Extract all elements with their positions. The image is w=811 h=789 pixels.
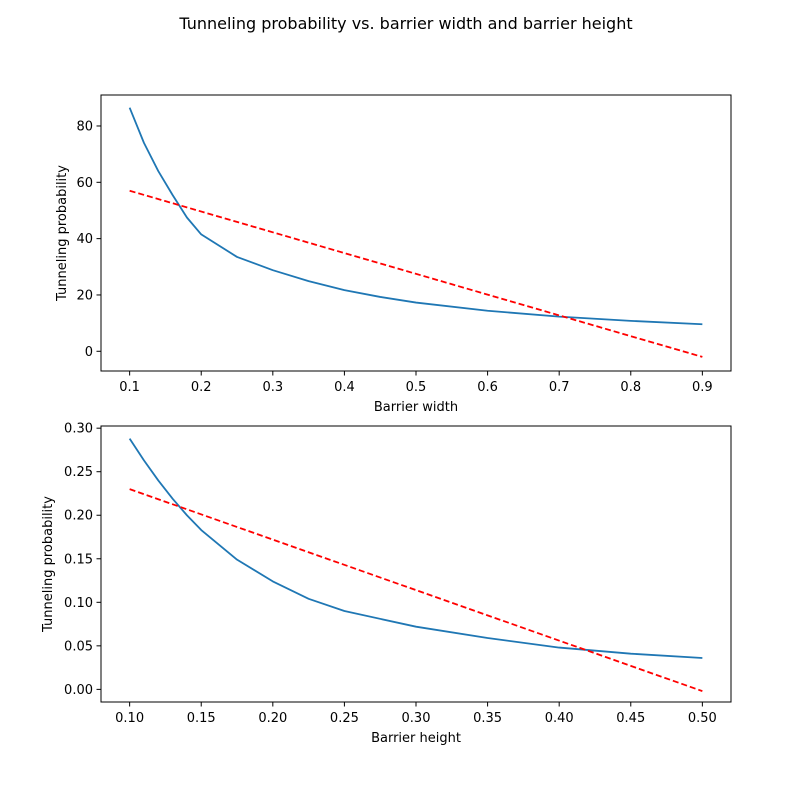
x-tick-label: 0.35 (473, 711, 502, 726)
plot-frame (100, 425, 732, 703)
y-tick-label: 0.00 (64, 683, 93, 698)
y-tick-label: 0.30 (64, 422, 93, 437)
y-tick-label: 0.20 (64, 509, 93, 524)
y-tick-label: 80 (76, 119, 93, 134)
x-tick-label: 0.7 (549, 380, 570, 395)
x-tick-label: 0.20 (258, 711, 287, 726)
x-axis-label: Barrier height (371, 731, 461, 746)
x-tick-label: 0.15 (187, 711, 216, 726)
x-tick-label: 0.2 (191, 380, 212, 395)
x-tick-label: 0.8 (620, 380, 641, 395)
y-tick-label: 0.05 (64, 639, 93, 654)
y-tick-label: 40 (76, 232, 93, 247)
fit-line-1 (129, 189, 703, 358)
y-tick-label: 20 (76, 288, 93, 303)
x-tick-label: 0.30 (402, 711, 431, 726)
x-tick-label: 0.45 (616, 711, 645, 726)
x-tick-label: 0.4 (334, 380, 355, 395)
chart-panel-1: 0.1 0.2 0.3 0.4 0.5 0.6 0.7 0.8 0.9 0 20 40 60 80 Barr… (55, 94, 732, 415)
y-tick-label: 60 (76, 176, 93, 191)
x-tick-label: 0.50 (688, 711, 717, 726)
series-group (128, 107, 703, 358)
data-line-1 (128, 107, 703, 326)
data-line-2 (128, 438, 703, 659)
x-tick-label: 0.40 (545, 711, 574, 726)
y-tick-label: 0.10 (64, 596, 93, 611)
x-tick-label: 0.1 (119, 380, 140, 395)
figure-title: Tunneling probability vs. barrier width … (178, 14, 632, 33)
x-tick-label: 0.3 (262, 380, 283, 395)
fit-line-2 (129, 488, 703, 692)
x-tick-label: 0.25 (330, 711, 359, 726)
y-axis-label: Tunneling probability (41, 496, 56, 633)
y-axis-label: Tunneling probability (55, 165, 70, 302)
x-axis-label: Barrier width (374, 400, 458, 415)
x-tick-label: 0.6 (477, 380, 498, 395)
y-tick-label: 0.15 (64, 552, 93, 567)
y-tick-label: 0 (85, 345, 93, 360)
x-tick-label: 0.9 (692, 380, 713, 395)
x-tick-label: 0.5 (406, 380, 427, 395)
x-tick-label: 0.10 (115, 711, 144, 726)
plot-frame (100, 94, 732, 372)
y-tick-label: 0.25 (64, 465, 93, 480)
series-group (128, 438, 703, 692)
chart-panel-2: 0.10 0.15 0.20 0.25 0.30 0.35 0.40 0.45 0.50 0.00… (41, 422, 732, 746)
